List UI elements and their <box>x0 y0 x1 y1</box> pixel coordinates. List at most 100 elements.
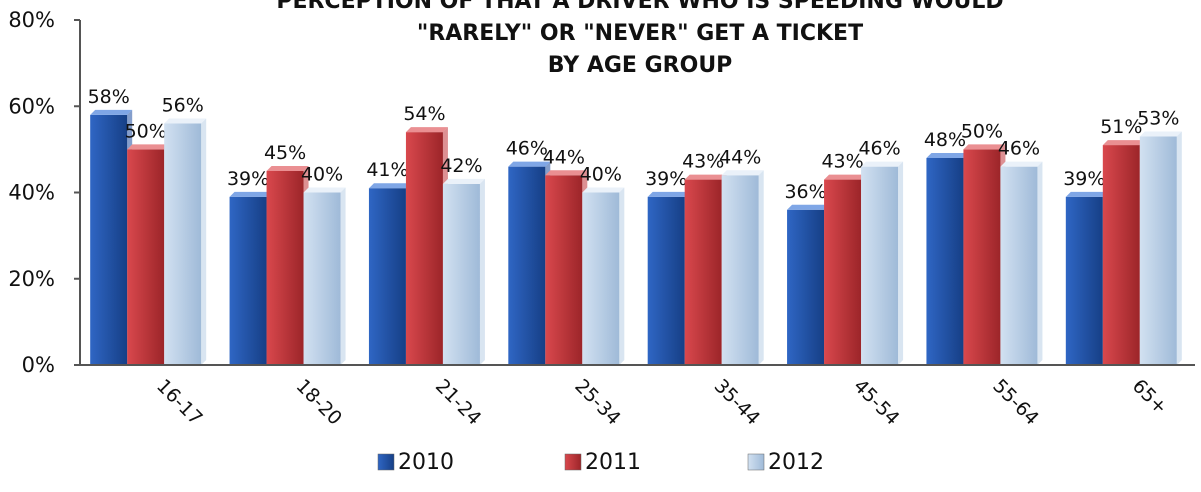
data-label: 44% <box>719 146 761 168</box>
bar-2012-21-24 <box>442 178 485 365</box>
bar-2010-25-34 <box>508 161 551 365</box>
bar-body <box>127 149 165 365</box>
bar-side <box>758 170 764 365</box>
bar-2011-18-20 <box>266 165 309 365</box>
data-label: 39% <box>645 168 687 190</box>
data-label: 56% <box>162 95 204 117</box>
bar-side <box>898 161 904 365</box>
data-label: 40% <box>580 164 622 186</box>
bar-side <box>479 178 485 365</box>
data-label: 44% <box>543 146 585 168</box>
bar-body <box>405 132 443 365</box>
bar-top <box>582 187 625 193</box>
bar-top <box>127 144 170 150</box>
data-label: 50% <box>961 120 1003 142</box>
bar-side <box>1176 131 1182 365</box>
bar-2012-45-54 <box>861 161 904 365</box>
bar-2010-21-24 <box>368 183 411 365</box>
bar-top <box>508 161 551 167</box>
bar-body <box>303 192 341 365</box>
bar-2012-55-64 <box>1000 161 1043 365</box>
x-tick-label: 65+ <box>1128 375 1172 419</box>
data-label: 54% <box>403 103 445 125</box>
data-label: 58% <box>88 86 130 108</box>
bar-body <box>1000 166 1038 365</box>
bar-body <box>787 209 825 365</box>
bar-top <box>164 118 207 124</box>
x-tick-label: 21-24 <box>431 375 486 430</box>
bar-top <box>266 165 309 171</box>
bar-top <box>229 191 272 197</box>
bar-2012-16-17 <box>164 118 207 365</box>
legend-swatch <box>564 453 582 471</box>
data-label: 53% <box>1137 107 1179 129</box>
chart-title-line-2: "RARELY" OR "NEVER" GET A TICKET <box>417 21 863 46</box>
data-label: 41% <box>366 159 408 181</box>
bar-2011-16-17 <box>127 144 170 365</box>
bar-top <box>926 153 969 158</box>
bar-body <box>90 114 128 365</box>
bar-body <box>266 170 304 365</box>
bar-top <box>545 170 588 176</box>
bar-2011-35-44 <box>684 174 727 365</box>
bar-body <box>1065 196 1103 365</box>
bar-top <box>721 170 764 176</box>
x-tick-label: 18-20 <box>292 375 347 430</box>
bar-top <box>824 174 867 180</box>
x-tick-label: 45-54 <box>849 375 904 430</box>
bar-top <box>368 183 411 189</box>
bar-side <box>340 187 346 365</box>
data-label: 45% <box>264 142 306 164</box>
bar-2010-55-64 <box>926 153 969 365</box>
legend-label: 2012 <box>768 450 824 475</box>
bar-body <box>1139 136 1177 365</box>
data-label: 51% <box>1100 116 1142 138</box>
legend-swatch <box>747 453 765 471</box>
chart-title: PERCEPTION OF THAT A DRIVER WHO IS SPEED… <box>276 0 1003 78</box>
y-tick-label: 40% <box>8 181 55 205</box>
legend-label: 2011 <box>585 450 641 475</box>
bar-top <box>442 178 485 184</box>
data-label: 48% <box>924 129 966 151</box>
data-label: 43% <box>682 151 724 173</box>
data-label: 40% <box>301 164 343 186</box>
bar-2010-35-44 <box>647 191 690 365</box>
data-label: 36% <box>784 181 826 203</box>
bar-top <box>787 204 830 210</box>
y-tick-label: 80% <box>8 8 55 32</box>
legend-label: 2010 <box>398 450 454 475</box>
x-tick-label: 55-64 <box>988 375 1043 430</box>
bar-top <box>1139 131 1182 137</box>
bar-top <box>1000 161 1043 167</box>
bar-body <box>164 123 202 365</box>
bar-2010-45-54 <box>787 204 830 365</box>
bar-body <box>508 166 546 365</box>
bar-2012-25-34 <box>582 187 625 365</box>
bar-2010-18-20 <box>229 191 272 365</box>
bar-top <box>963 144 1006 150</box>
bars: 58%50%56%39%45%40% 41%54%42%46%44%40% 39%4… <box>88 86 1182 365</box>
bar-body <box>582 192 620 365</box>
bar-2011-25-34 <box>545 170 588 365</box>
bar-side <box>201 118 207 365</box>
bar-body <box>721 175 759 365</box>
bar-2012-35-44 <box>721 170 764 365</box>
bar-2012-18-20 <box>303 187 346 365</box>
legend: 2010 2011 2012 <box>377 450 824 475</box>
bar-body <box>442 183 480 365</box>
bar-body <box>229 196 267 365</box>
bar-top <box>684 174 727 180</box>
bar-top <box>1065 191 1108 197</box>
bar-top <box>90 109 133 115</box>
bar-2010-16-17 <box>90 109 133 365</box>
y-tick-label: 60% <box>8 94 55 118</box>
y-axis: 0% 20% 40% 60% 80% <box>8 8 81 377</box>
data-label: 46% <box>858 138 900 160</box>
bar-2012-65+ <box>1139 131 1182 365</box>
data-label: 39% <box>227 168 269 190</box>
bar-body <box>545 175 583 365</box>
bar-2011-65+ <box>1102 140 1145 365</box>
legend-item-2011: 2011 <box>564 450 641 475</box>
